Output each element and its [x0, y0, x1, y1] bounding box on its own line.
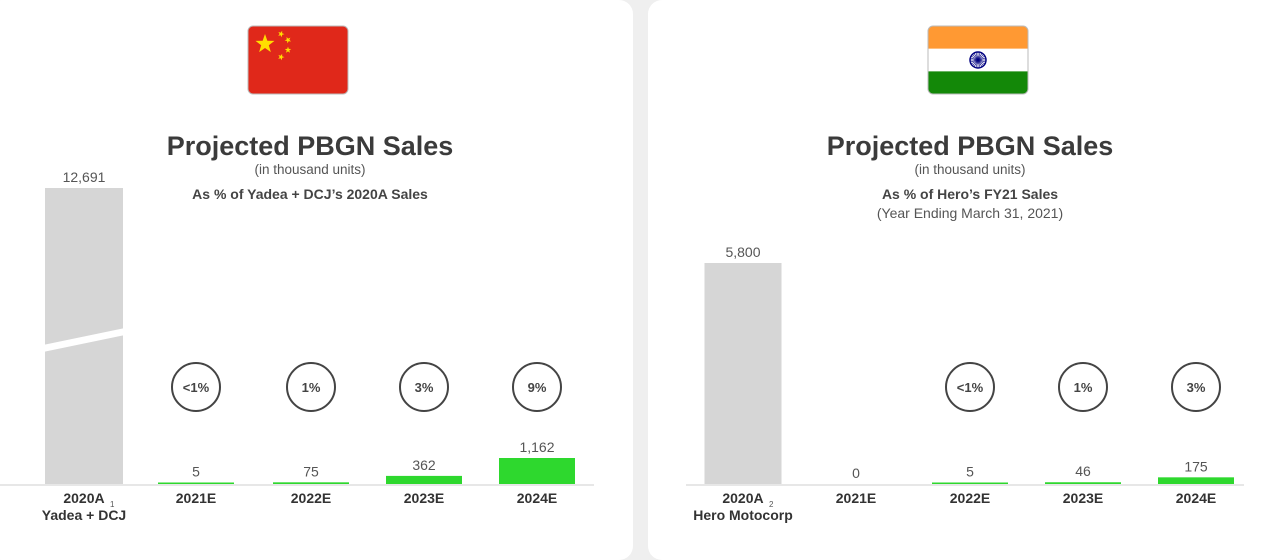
category-sublabel: Hero Motocorp: [693, 507, 793, 523]
value-label: 5: [192, 464, 200, 480]
chart-note-secondary: (Year Ending March 31, 2021): [877, 205, 1063, 221]
chart-title: Projected PBGN Sales: [827, 131, 1114, 161]
flag-border: [927, 25, 1029, 95]
projected-bar: [158, 482, 234, 484]
percent-circle: [1171, 362, 1221, 412]
percent-label: 3%: [1187, 380, 1206, 395]
percent-circle: [512, 362, 562, 412]
percent-label: <1%: [183, 380, 210, 395]
chart-note: As % of Yadea + DCJ’s 2020A Sales: [192, 186, 428, 202]
small-star-icon: [278, 30, 285, 38]
green-band: [928, 71, 1028, 94]
india-chart: Projected PBGN Sales(in thousand units) A…: [686, 25, 1244, 523]
category-sublabel: Yadea + DCJ: [42, 507, 126, 523]
value-label: 362: [412, 457, 436, 473]
china-flag-field: [248, 26, 348, 94]
category-label: 2023E: [404, 490, 444, 506]
percent-label: <1%: [957, 380, 984, 395]
percent-label: 1%: [1074, 380, 1093, 395]
percent-label: 3%: [415, 380, 434, 395]
percent-circle: [399, 362, 449, 412]
china-chart: Projected PBGN Sales(in thousand units) A…: [0, 25, 594, 523]
percent-label: 9%: [528, 380, 547, 395]
value-label: 0: [852, 465, 860, 481]
footnote-marker: 2: [769, 500, 774, 509]
china-panel: Projected PBGN Sales (in thousand units) A…: [0, 0, 633, 560]
projected-bar: [273, 482, 349, 484]
percent-circle: [945, 362, 995, 412]
saffron-band: [928, 26, 1028, 49]
value-label: 1,162: [519, 439, 554, 455]
projected-bar: [1045, 482, 1121, 484]
percent-label: 1%: [302, 380, 321, 395]
value-label: 175: [1184, 458, 1208, 474]
small-star-icon: [284, 36, 292, 44]
small-star-icon: [284, 46, 292, 53]
category-label: 2020A: [722, 490, 763, 506]
category-label: 2023E: [1063, 490, 1103, 506]
value-label: 5,800: [725, 244, 760, 260]
chakra-spoke: [970, 57, 986, 63]
projected-bar: [1158, 477, 1234, 484]
flag-border: [247, 25, 349, 95]
category-label: 2024E: [517, 490, 557, 506]
value-label: 5: [966, 464, 974, 480]
chart-note: As % of Hero’s FY21 Sales: [882, 186, 1058, 202]
axis-break-mark: [43, 328, 125, 352]
large-star-icon: [255, 34, 275, 53]
percent-circle: [1058, 362, 1108, 412]
projected-bar: [386, 475, 462, 484]
chart-subtitle: (in thousand units): [254, 162, 365, 177]
category-label: 2021E: [176, 490, 216, 506]
base-year-bar: [704, 263, 782, 484]
india-flag: [927, 25, 1029, 95]
category-label: 2020A: [63, 490, 104, 506]
percent-circle: [286, 362, 336, 412]
india-panel: Projected PBGN Sales (in thousand units) A…: [648, 0, 1282, 560]
category-label: 2022E: [291, 490, 331, 506]
chart-subtitle: (in thousand units): [914, 162, 1025, 177]
value-label: 12,691: [63, 169, 106, 185]
category-label: 2024E: [1176, 490, 1216, 506]
value-label: 75: [303, 463, 319, 479]
footnote-marker: 1: [110, 500, 115, 509]
china-flag: [247, 25, 349, 95]
category-label: 2022E: [950, 490, 990, 506]
chart-title: Projected PBGN Sales: [167, 131, 454, 161]
small-star-icon: [278, 53, 285, 61]
percent-circle: [171, 362, 221, 412]
value-label: 46: [1075, 463, 1091, 479]
projected-bar: [499, 458, 575, 484]
category-label: 2021E: [836, 490, 876, 506]
projected-bar: [932, 482, 1008, 484]
